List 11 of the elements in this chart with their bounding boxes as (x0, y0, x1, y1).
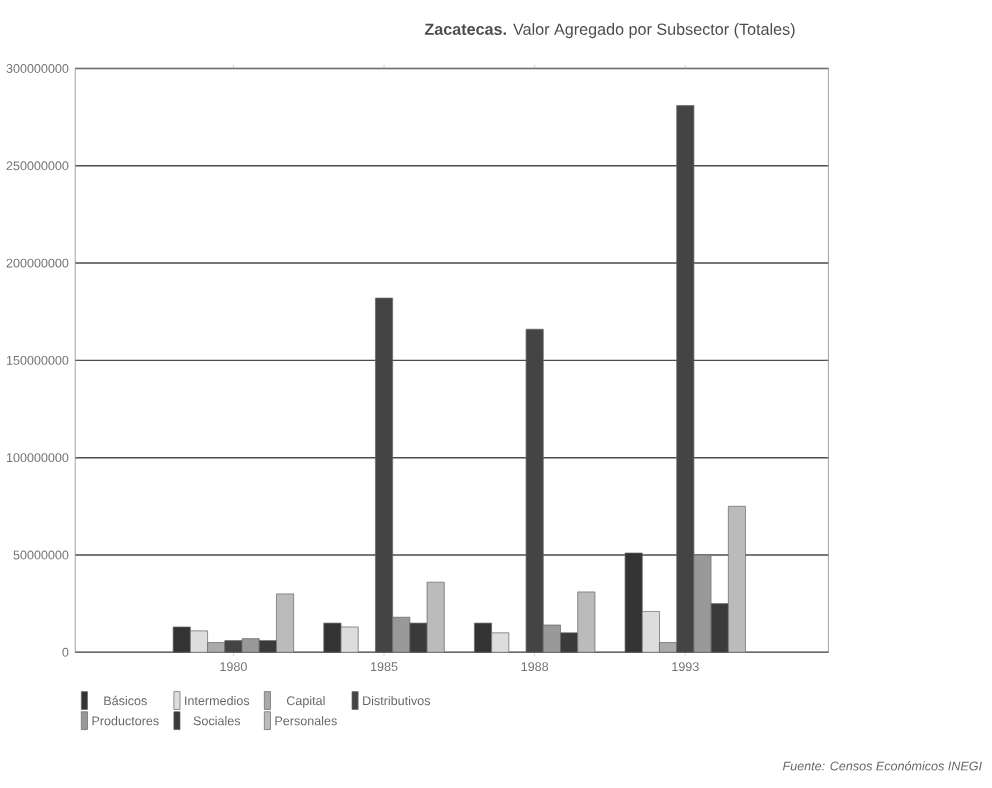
chart-title: Zacatecas. Valor Agregado por Subsector (Totales) (424, 23, 795, 39)
bar (710, 603, 729, 653)
bar (276, 593, 295, 653)
bar (426, 582, 445, 653)
bar (560, 633, 578, 653)
bar (577, 591, 596, 653)
bar (641, 611, 660, 653)
bar (392, 617, 411, 653)
bar (491, 633, 509, 653)
bar (624, 552, 643, 653)
bar (727, 506, 746, 653)
